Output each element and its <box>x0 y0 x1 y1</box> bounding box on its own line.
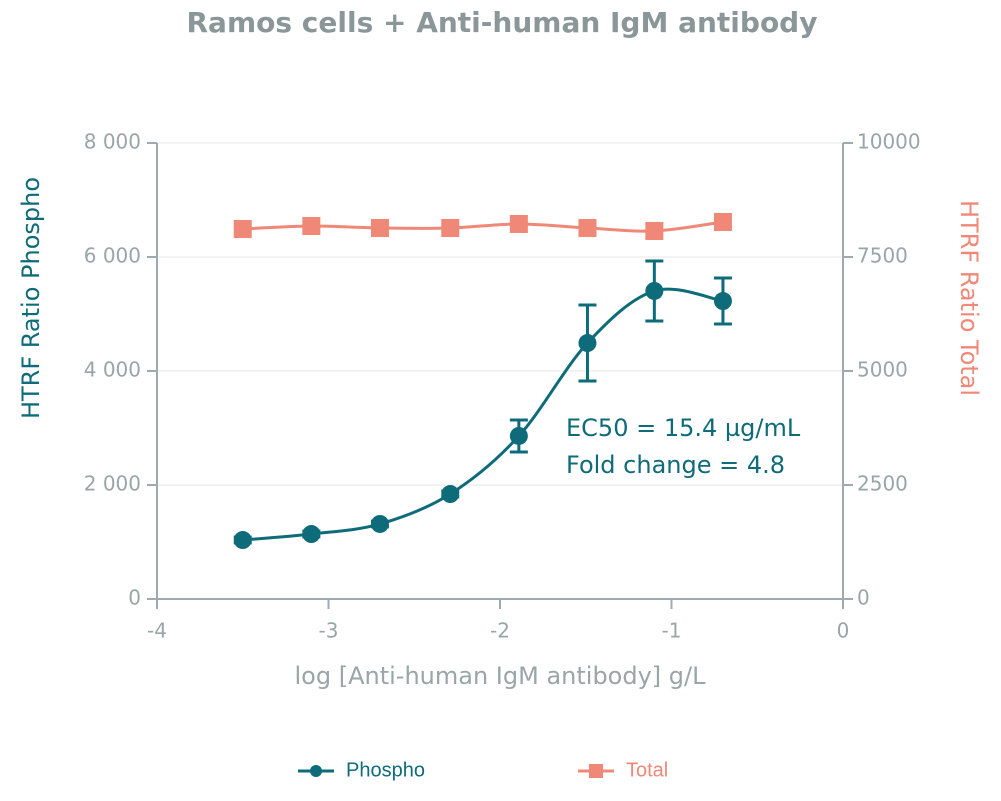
data-point <box>370 218 389 237</box>
y-tick-label: 0 <box>128 586 141 610</box>
y2-tick-label: 0 <box>857 586 870 610</box>
y-tick-label: 2 000 <box>84 472 141 496</box>
data-point <box>302 525 321 544</box>
data-point <box>370 514 389 533</box>
data-point <box>233 531 252 550</box>
data-point <box>302 216 321 235</box>
chart-title: Ramos cells + Anti-human IgM antibody <box>187 6 818 39</box>
y-tick-label: 6 000 <box>84 244 141 268</box>
data-point <box>578 334 597 353</box>
data-point <box>713 292 732 311</box>
fit-line <box>242 287 724 542</box>
annotation: Fold change = 4.8 <box>566 451 785 479</box>
y2-tick-label: 2500 <box>857 472 908 496</box>
data-point <box>713 212 732 231</box>
x-tick-label: -3 <box>319 619 339 643</box>
y-tick-label: 4 000 <box>84 358 141 382</box>
y2-tick-label: 5000 <box>857 358 908 382</box>
y-tick-label: 8 000 <box>84 130 141 154</box>
x-tick-label: -4 <box>147 619 167 643</box>
legend-label: Total <box>626 759 668 781</box>
x-tick-label: -2 <box>490 619 510 643</box>
data-point <box>578 218 597 237</box>
x-axis-label: log [Anti-human IgM antibody] g/L <box>295 662 707 690</box>
data-point <box>509 214 528 233</box>
annotation: EC50 = 15.4 µg/mL <box>566 414 801 442</box>
data-point <box>509 426 528 445</box>
data-point <box>645 281 664 300</box>
y2-tick-label: 10000 <box>857 130 921 154</box>
data-point <box>233 220 252 239</box>
data-point <box>441 485 460 504</box>
x-tick-label: -1 <box>662 619 682 643</box>
y2-tick-label: 7500 <box>857 244 908 268</box>
legend-label: Phospho <box>346 759 425 781</box>
data-point <box>645 222 664 241</box>
x-tick-label: 0 <box>837 619 850 643</box>
legend-marker <box>310 765 322 777</box>
data-point <box>441 218 460 237</box>
y2-axis-label: HTRF Ratio Total <box>955 200 983 396</box>
y-axis-label: HTRF Ratio Phospho <box>17 177 45 419</box>
legend-marker <box>589 764 603 778</box>
